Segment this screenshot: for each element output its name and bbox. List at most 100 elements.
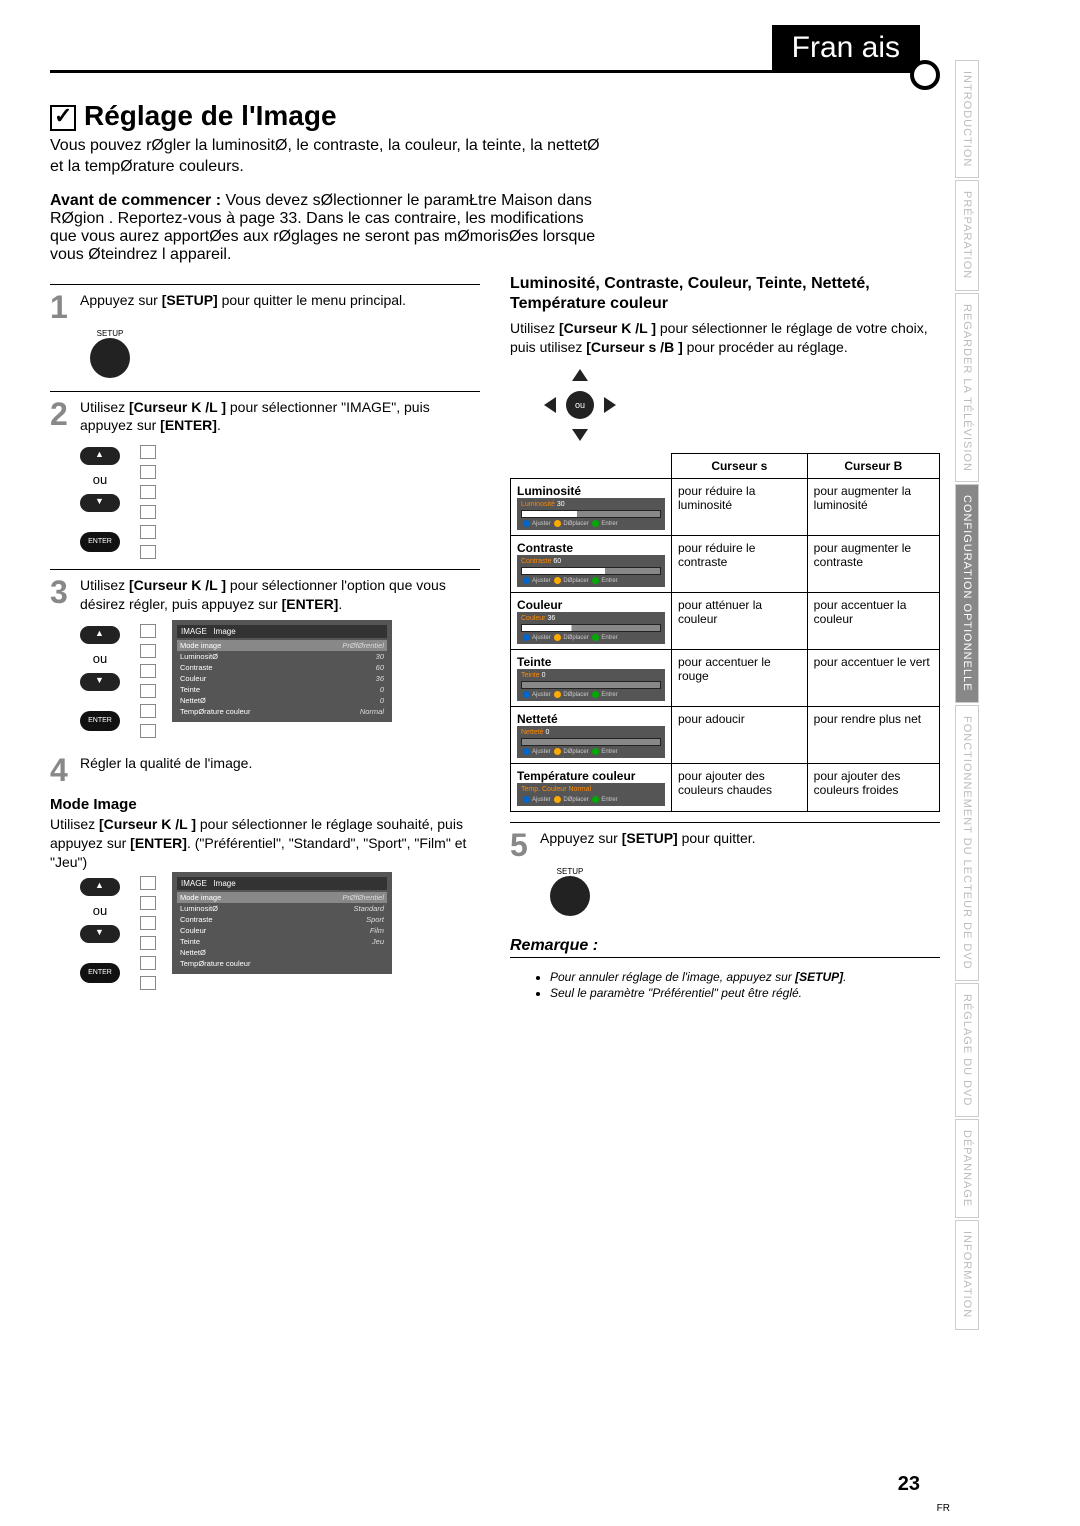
setup-label: SETUP: [90, 329, 130, 338]
step-text-3: Utilisez [Curseur K /L ] pour sélectionn…: [80, 576, 480, 614]
header-cursor-b: Curseur B: [807, 453, 939, 478]
remote-up-icon: [80, 626, 120, 644]
table-row: Température couleur Temp. Couleur Normal…: [511, 764, 940, 812]
step-text-1: Appuyez sur [SETUP] pour quitter le menu…: [80, 291, 480, 323]
osd-row: Mode image: [177, 892, 306, 903]
cell-s: pour réduire la luminosité: [672, 478, 808, 535]
sidetab-reglage-dvd: RÉGLAGE DU DVD: [955, 983, 979, 1117]
osd-val: PrØfØrentiel: [306, 892, 387, 903]
row-name: Netteté: [517, 712, 558, 726]
remarque-heading: Remarque :: [510, 937, 940, 955]
step-number-4: 4: [50, 754, 80, 786]
sidetab-introduction: INTRODUCTION: [955, 60, 979, 178]
intro-text: Vous pouvez rØgler la luminositØ, le con…: [50, 136, 610, 178]
cell-s: pour atténuer la couleur: [672, 593, 808, 650]
osd-header-text: IMAGE: [181, 879, 207, 888]
osd-header: IMAGE Image: [177, 625, 387, 638]
menu-icons-1: [140, 441, 156, 559]
slider-temp: Temp. Couleur NormalAjuster DØplacer Ent…: [517, 783, 665, 806]
page-number: 23: [898, 1473, 920, 1496]
row-name: Contraste: [517, 541, 573, 555]
row-name: Couleur: [517, 598, 562, 612]
cell-s: pour réduire le contraste: [672, 536, 808, 593]
osd-row: Teinte: [177, 684, 306, 695]
language-tab: Fran ais: [772, 25, 920, 71]
step2-graphics: ou ENTER: [50, 441, 480, 559]
step-number-1: 1: [50, 291, 80, 323]
osd-val: Film: [306, 925, 387, 936]
cell-s: pour accentuer le rouge: [672, 650, 808, 707]
step-5: 5 Appuyez sur [SETUP] pour quitter.: [510, 822, 940, 861]
step-text-4: Régler la qualité de l'image.: [80, 754, 480, 786]
step-number-5: 5: [510, 829, 540, 861]
cell-b: pour accentuer la couleur: [807, 593, 939, 650]
slider-teinte: Teinte 0Ajuster DØplacer Entrer: [517, 669, 665, 701]
table-row: Netteté Netteté 0Ajuster DØplacer Entrer…: [511, 707, 940, 764]
row-name: Température couleur: [517, 769, 635, 783]
step-text-5: Appuyez sur [SETUP] pour quitter.: [540, 829, 940, 861]
mode-image-graphics: ou ENTER IMAGE Image Mode imagePrØfØrent…: [50, 872, 480, 990]
slider-val: 0: [542, 672, 546, 679]
fr-label: FR: [937, 1503, 950, 1514]
enter-button-icon: ENTER: [80, 711, 120, 731]
osd-val: Jeu: [306, 936, 387, 947]
header-rule: [50, 70, 930, 73]
osd-val: Sport: [306, 914, 387, 925]
osd-val: Normal: [306, 706, 387, 717]
remarque-list: Pour annuler réglage de l'image, appuyez…: [510, 970, 940, 1000]
slider-name: Teinte: [521, 672, 540, 679]
page: Fran ais INTRODUCTION PRÉPARATION REGARD…: [0, 0, 1080, 1526]
ou-label: ou: [93, 472, 107, 487]
side-tabs: INTRODUCTION PRÉPARATION REGARDER LA TÉL…: [955, 60, 1045, 1332]
row-name: Luminosité: [517, 484, 581, 498]
table-row: Teinte Teinte 0Ajuster DØplacer Entrer p…: [511, 650, 940, 707]
remote-updown-2: ou ENTER: [80, 626, 120, 731]
step-4: 4 Régler la qualité de l'image.: [50, 748, 480, 786]
table-row: Couleur Couleur 36Ajuster DØplacer Entre…: [511, 593, 940, 650]
slider-val: 0: [546, 729, 550, 736]
remarque-item: Pour annuler réglage de l'image, appuyez…: [550, 970, 940, 984]
dpad-down-icon: [572, 429, 588, 441]
right-title: Luminosité, Contraste, Couleur, Teinte, …: [510, 274, 940, 316]
mode-image-text: Utilisez [Curseur K /L ] pour sélectionn…: [50, 815, 480, 872]
title-text: Réglage de l'Image: [84, 100, 337, 131]
step3-graphics: ou ENTER IMAGE Image Mode imagePrØfØrent…: [50, 620, 480, 738]
enter-button-icon: ENTER: [80, 532, 120, 552]
menu-icons-3: [140, 872, 156, 990]
step-3: 3 Utilisez [Curseur K /L ] pour sélectio…: [50, 569, 480, 614]
osd-val: 60: [306, 662, 387, 673]
osd-val: [306, 947, 387, 958]
osd-sub: Image: [213, 879, 235, 888]
row-label-cell: Couleur Couleur 36Ajuster DØplacer Entre…: [511, 593, 672, 650]
osd-row: Teinte: [177, 936, 306, 947]
step-number-2: 2: [50, 398, 80, 436]
table-header-row: Curseur s Curseur B: [511, 453, 940, 478]
cell-b: pour augmenter le contraste: [807, 536, 939, 593]
osd-row: NettetØ: [177, 947, 306, 958]
setup-button-graphic-1: SETUP: [90, 329, 480, 381]
sidetab-information: INFORMATION: [955, 1220, 979, 1329]
step-1: 1 Appuyez sur [SETUP] pour quitter le me…: [50, 284, 480, 323]
setup-button-graphic-2: SETUP: [550, 867, 940, 919]
osd-row: LuminositØ: [177, 651, 306, 662]
setup-button-icon: [90, 338, 130, 378]
remote-down-icon: [80, 925, 120, 943]
cursor-table: Curseur s Curseur B Luminosité Luminosit…: [510, 453, 940, 812]
table-row: Contraste Contraste 60Ajuster DØplacer E…: [511, 536, 940, 593]
slider-name: Couleur: [521, 615, 546, 622]
osd-row: NettetØ: [177, 695, 306, 706]
osd-row: Couleur: [177, 925, 306, 936]
osd-table: Mode imagePrØfØrentiel LuminositØStandar…: [177, 892, 387, 969]
menu-icons-2: [140, 620, 156, 738]
dpad-center: ou: [566, 391, 594, 419]
slider-val: 36: [547, 615, 555, 622]
osd-row: Couleur: [177, 673, 306, 684]
remarque-rule: [510, 957, 940, 958]
right-text: Utilisez [Curseur K /L ] pour sélectionn…: [510, 319, 940, 357]
columns: 1 Appuyez sur [SETUP] pour quitter le me…: [50, 274, 1030, 1013]
step-2: 2 Utilisez [Curseur K /L ] pour sélectio…: [50, 391, 480, 436]
slider-name: Netteté: [521, 729, 544, 736]
enter-button-icon: ENTER: [80, 963, 120, 983]
osd-header-text: IMAGE: [181, 627, 207, 636]
osd-val: 36: [306, 673, 387, 684]
